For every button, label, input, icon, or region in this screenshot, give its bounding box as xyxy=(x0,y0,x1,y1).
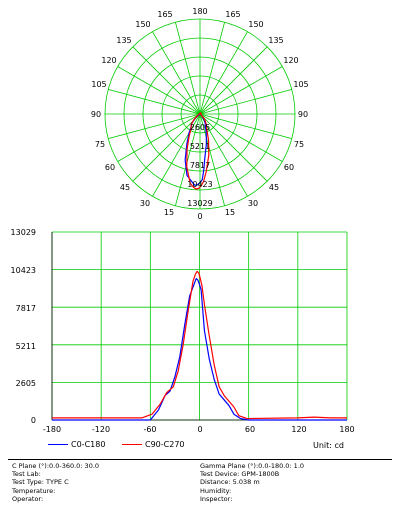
angle-label-left-75: 75 xyxy=(95,140,105,149)
x-tick-label: -120 xyxy=(92,425,110,434)
info-test-lab: Test Lab: xyxy=(12,470,41,479)
polar-curve-c90-c270 xyxy=(186,112,210,190)
info-inspector: Inspector: xyxy=(200,494,233,503)
x-tick-label: 180 xyxy=(339,425,354,434)
y-tick-label: 7817 xyxy=(16,304,36,313)
legend-swatch-red xyxy=(122,444,142,445)
info-c-plane: C Plane (°):0.0-360.0: 30.0 xyxy=(12,462,100,470)
radial-label-1: 2605 xyxy=(190,123,210,132)
legend-swatch-blue xyxy=(48,444,68,445)
series-line-c0-c180 xyxy=(52,277,347,421)
info-humidity: Humidity: xyxy=(200,486,232,495)
angle-label-right-150: 150 xyxy=(248,20,263,29)
info-operator: Operator: xyxy=(12,494,44,503)
radial-label-4: 10423 xyxy=(187,180,212,189)
angle-label-right-45: 45 xyxy=(269,183,279,192)
angle-label-left-30: 30 xyxy=(140,199,150,208)
radial-label-2: 5211 xyxy=(190,142,210,151)
info-gamma-plane: Gamma Plane (°):0.0-180.0: 1.0 xyxy=(200,462,305,470)
info-left: C Plane (°):0.0-360.0: 30.0 Test Lab: Te… xyxy=(12,462,99,503)
cartesian-curves xyxy=(52,270,347,421)
x-tick-labels: -180 -120 -60 0 60 120 180 xyxy=(43,425,355,434)
angle-label-left-105: 105 xyxy=(91,80,106,89)
polar-chart: 180 0 165 150 135 120 105 90 75 60 45 30… xyxy=(91,7,309,221)
angle-label-bottom: 0 xyxy=(197,212,202,221)
radial-label-5: 13029 xyxy=(187,199,212,208)
angle-label-right-135: 135 xyxy=(268,36,283,45)
angle-label-right-105: 105 xyxy=(293,80,308,89)
info-right: Gamma Plane (°):0.0-180.0: 1.0 Test Devi… xyxy=(200,462,304,503)
y-tick-label: 2605 xyxy=(16,379,36,388)
angle-label-right-90: 90 xyxy=(298,110,308,119)
x-tick-label: -180 xyxy=(43,425,61,434)
angle-label-right-15: 15 xyxy=(225,208,235,217)
angle-label-left-150: 150 xyxy=(135,20,150,29)
x-tick-label: 60 xyxy=(245,425,255,434)
angle-label-left-45: 45 xyxy=(120,183,130,192)
legend-label: C0-C180 xyxy=(71,440,106,449)
info-distance: Distance: 5.038 m xyxy=(200,478,260,487)
cartesian-grid xyxy=(51,231,348,421)
angle-label-right-30: 30 xyxy=(248,199,258,208)
legend-item-c0-c180: C0-C180 xyxy=(48,440,105,449)
polar-curves xyxy=(184,112,210,190)
unit-label: Unit: cd xyxy=(313,441,344,450)
divider xyxy=(8,459,392,460)
angle-label-left-165: 165 xyxy=(157,10,172,19)
y-tick-labels: 13029 10423 7817 5211 2605 0 xyxy=(11,228,36,425)
y-tick-label: 10423 xyxy=(11,266,36,275)
y-tick-label: 0 xyxy=(31,416,36,425)
series-line-c90-c270 xyxy=(52,270,347,420)
legend-item-c90-c270: C90-C270 xyxy=(122,440,185,449)
angle-label-left-90: 90 xyxy=(91,110,101,119)
info-test-device: Test Device: GPM-1800B xyxy=(200,470,280,479)
angle-label-right-60: 60 xyxy=(284,163,294,172)
angle-label-right-120: 120 xyxy=(283,56,298,65)
info-test-type: Test Type: TYPE C xyxy=(12,478,69,487)
angle-label-left-120: 120 xyxy=(101,56,116,65)
angle-label-left-15: 15 xyxy=(164,208,174,217)
info-temperature: Temperature: xyxy=(12,486,56,495)
polar-labels: 180 0 165 150 135 120 105 90 75 60 45 30… xyxy=(91,7,309,221)
radial-label-3: 7817 xyxy=(190,161,210,170)
angle-label-left-60: 60 xyxy=(105,163,115,172)
angle-label-right-165: 165 xyxy=(225,10,240,19)
polar-curve-c0-c180 xyxy=(184,113,207,186)
x-tick-label: -60 xyxy=(143,425,156,434)
legend-label: C90-C270 xyxy=(145,440,185,449)
y-tick-label: 13029 xyxy=(11,228,36,237)
angle-label-left-135: 135 xyxy=(116,36,131,45)
y-tick-label: 5211 xyxy=(16,342,36,351)
angle-label-top: 180 xyxy=(192,7,207,16)
cartesian-chart: 13029 10423 7817 5211 2605 0 -180 -120 -… xyxy=(11,228,355,434)
angle-label-right-75: 75 xyxy=(294,140,304,149)
x-tick-label: 0 xyxy=(197,425,202,434)
x-tick-label: 120 xyxy=(291,425,306,434)
